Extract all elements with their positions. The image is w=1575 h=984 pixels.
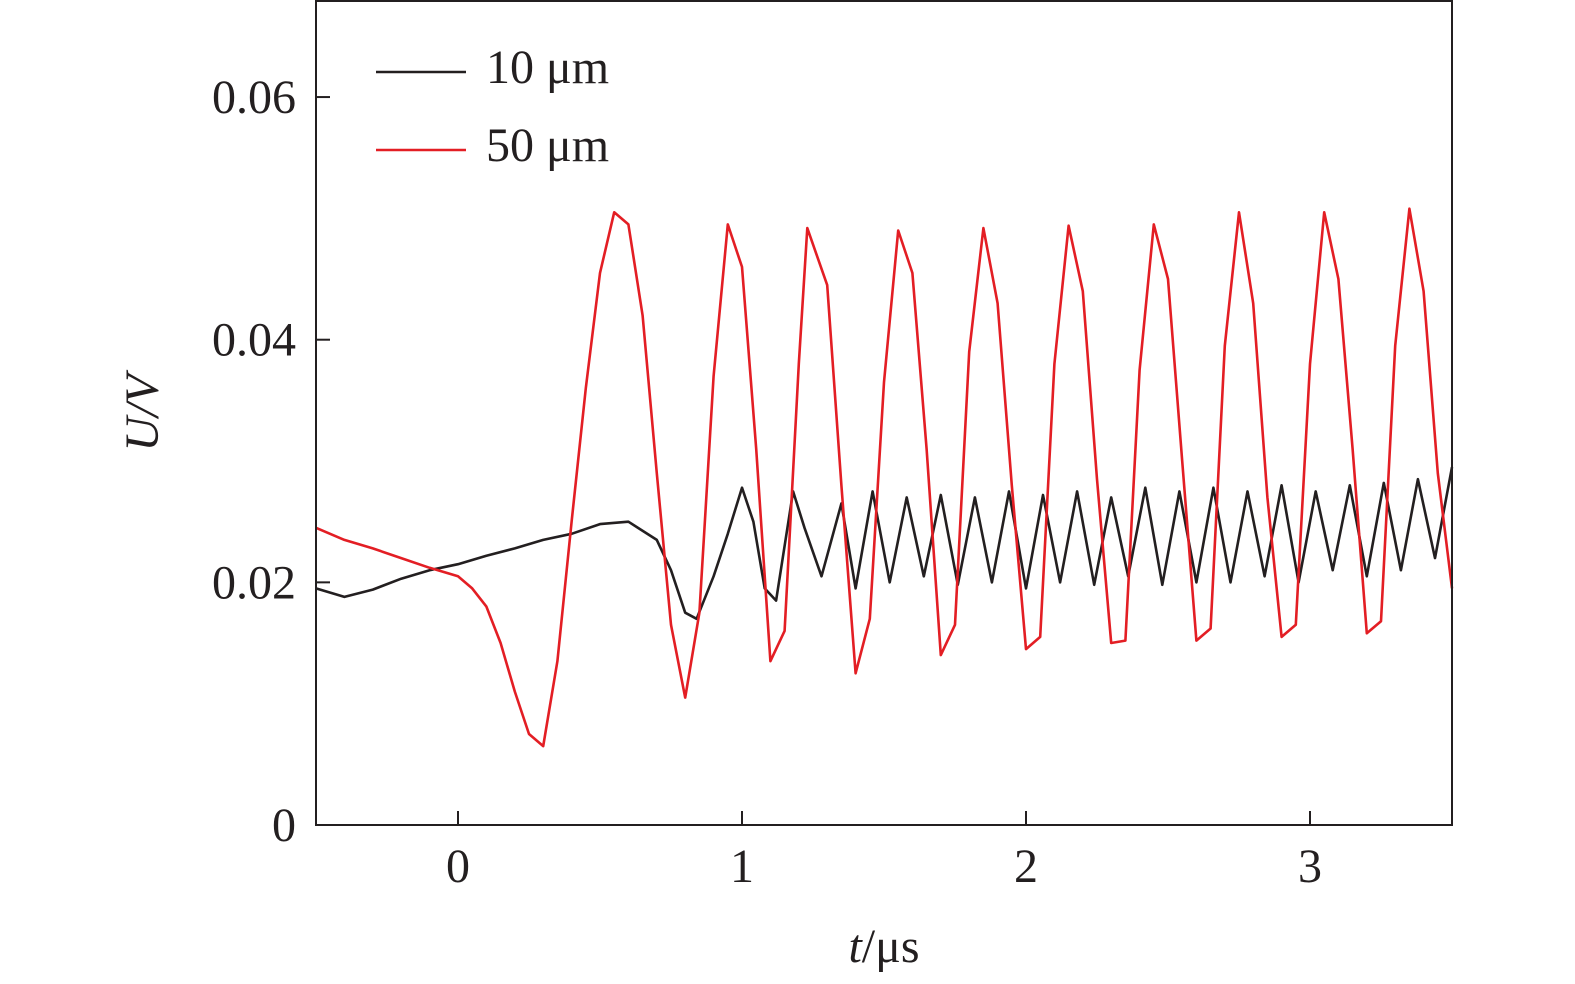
legend-label-50um: 50 μm [486,119,609,172]
y-tick-label: 0.04 [212,314,296,367]
y-tick-label: 0.06 [212,71,296,124]
y-tick-label: 0.02 [212,556,296,609]
x-tick-label: 0 [446,840,470,893]
x-axis: 0 1 2 3 [446,811,1322,893]
series-layer [315,207,1454,748]
x-axis-label: t/μs [848,920,919,973]
plot-frame [315,0,1453,826]
x-tick-label: 2 [1014,840,1038,893]
x-tick-label: 1 [730,840,754,893]
legend-label-10um: 10 μm [486,41,609,94]
y-axis: 0 0.02 0.04 0.06 [212,71,330,852]
series-line-50um [315,207,1454,748]
y-tick-label: 0 [272,799,296,852]
x-axis-label-unit: /μs [862,920,920,973]
legend: 10 μm 50 μm [376,41,609,172]
x-tick-label: 3 [1298,840,1322,893]
y-axis-label: U/V [116,370,169,452]
x-axis-label-variable: t [848,920,863,973]
